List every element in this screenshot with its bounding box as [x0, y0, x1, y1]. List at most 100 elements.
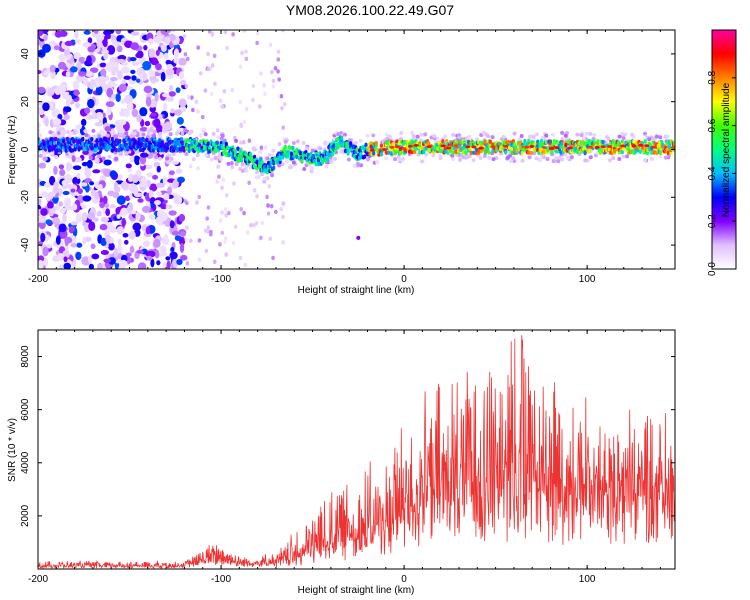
heatmap-cell	[465, 145, 471, 149]
heatmap-cell	[389, 145, 395, 149]
heatmap-cell	[171, 160, 180, 165]
heatmap-cell	[527, 150, 531, 155]
heatmap-cell	[197, 238, 202, 243]
heatmap-cell	[143, 85, 153, 94]
colorbar-tick-label: 0.6	[707, 118, 718, 132]
heatmap-cell	[38, 140, 41, 145]
heatmap-cell	[96, 39, 103, 49]
heatmap-cell	[162, 193, 170, 201]
heatmap-cell	[169, 220, 175, 229]
heatmap-cell	[262, 176, 267, 181]
heatmap-cell	[607, 146, 612, 152]
spectrogram-heatmap	[38, 30, 675, 269]
heatmap-cell	[419, 159, 424, 164]
colorbar-ticks: 0.0 0.2 0.4 0.6 0.8	[707, 70, 736, 276]
heatmap-cell	[165, 256, 171, 261]
heatmap-cell	[527, 134, 532, 139]
heatmap-cell	[242, 210, 246, 216]
heatmap-cell	[290, 151, 294, 156]
heatmap-cell	[191, 156, 196, 162]
heatmap-cell	[94, 157, 100, 164]
heatmap-cell	[397, 140, 401, 146]
heatmap-cell	[88, 254, 93, 264]
heatmap-cell	[38, 40, 42, 46]
heatmap-cell	[156, 260, 161, 266]
heatmap-cell	[89, 181, 95, 186]
heatmap-cell	[346, 157, 351, 162]
heatmap-cell	[164, 121, 173, 131]
heatmap-cell	[168, 170, 175, 176]
heatmap-cell	[268, 236, 273, 242]
heatmap-cell	[560, 130, 565, 135]
heatmap-cell	[244, 106, 249, 112]
heatmap-cell	[365, 133, 370, 138]
heatmap-cell	[114, 147, 118, 153]
heatmap-cell	[116, 214, 121, 219]
heatmap-cell	[83, 129, 88, 134]
heatmap-cell	[220, 104, 224, 109]
heatmap-cell	[598, 150, 603, 155]
heatmap-cell	[658, 153, 663, 158]
heatmap-cell	[520, 150, 524, 156]
heatmap-cell	[231, 240, 236, 246]
snr-panel: -200 -100 0 100 2000 4000 6000 8000 Height of …	[7, 329, 676, 596]
heatmap-cell	[490, 135, 495, 140]
heatmap-cell	[420, 146, 424, 151]
heatmap-cell	[240, 162, 245, 167]
heatmap-cell	[611, 156, 616, 161]
heatmap-cell	[224, 252, 229, 257]
heatmap-cell	[271, 78, 276, 84]
heatmap-cell	[158, 113, 163, 120]
heatmap-cell	[69, 225, 76, 233]
heatmap-cell	[366, 157, 371, 162]
heatmap-cell	[107, 221, 113, 227]
heatmap-cell	[336, 132, 341, 137]
heatmap-cell	[84, 168, 92, 179]
heatmap-cell	[182, 34, 187, 39]
heatmap-cell	[567, 146, 573, 150]
heatmap-cell	[155, 63, 162, 71]
heatmap-cell	[45, 244, 53, 249]
spectrogram-y-tick-label: -20	[20, 190, 31, 205]
heatmap-cell	[652, 150, 656, 155]
heatmap-cell	[255, 194, 259, 199]
heatmap-cell	[658, 135, 663, 140]
heatmap-cell	[343, 132, 348, 137]
heatmap-cell	[52, 118, 62, 126]
heatmap-cell	[145, 226, 151, 235]
heatmap-cell	[148, 128, 153, 133]
heatmap-cell	[352, 163, 357, 168]
heatmap-cell	[508, 158, 513, 163]
heatmap-cell	[142, 72, 148, 80]
heatmap-cell	[451, 156, 456, 161]
heatmap-cell	[113, 247, 118, 258]
heatmap-cell	[194, 99, 199, 104]
heatmap-cell	[89, 79, 96, 89]
heatmap-cell	[302, 167, 307, 172]
heatmap-cell	[401, 147, 407, 150]
heatmap-cell	[265, 169, 269, 175]
heatmap-cell	[457, 144, 462, 149]
heatmap-cell	[170, 108, 175, 114]
heatmap-cell	[100, 237, 107, 247]
heatmap-cell	[223, 207, 228, 212]
heatmap-cell	[191, 107, 195, 113]
snr-y-tick-label: 6000	[20, 398, 31, 421]
heatmap-cell	[74, 129, 79, 134]
heatmap-cell	[104, 137, 108, 142]
heatmap-cell	[166, 63, 173, 69]
heatmap-cell	[97, 32, 105, 38]
heatmap-cell	[185, 261, 190, 266]
heatmap-cell	[91, 128, 96, 133]
heatmap-cell	[195, 200, 199, 205]
heatmap-cell	[239, 140, 244, 145]
heatmap-cell	[55, 148, 59, 153]
heatmap-cell	[72, 80, 80, 90]
heatmap-cell	[283, 147, 287, 152]
heatmap-cell	[125, 252, 132, 257]
heatmap-cell	[76, 172, 81, 179]
heatmap-cell	[356, 235, 361, 240]
heatmap-cell	[457, 133, 462, 138]
heatmap-cell	[277, 77, 282, 82]
heatmap-cell	[209, 232, 213, 237]
